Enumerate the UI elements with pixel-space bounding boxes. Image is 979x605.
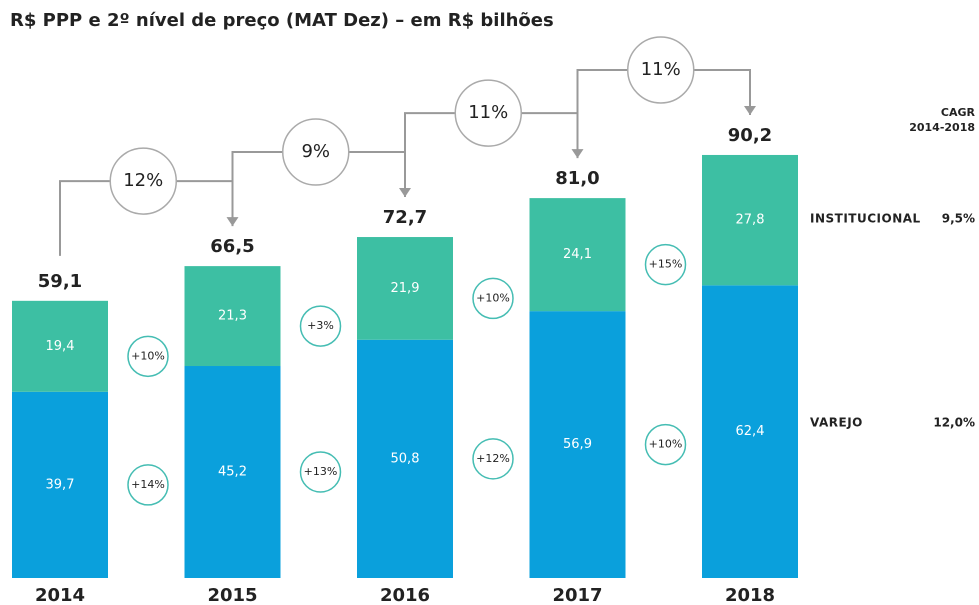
growth-badge <box>644 243 687 286</box>
bar-segment <box>12 391 108 578</box>
value-label: 24,1 <box>563 247 592 262</box>
x-tick-label: 2016 <box>380 585 430 605</box>
growth-label: +10% <box>131 349 165 362</box>
value-label: 39,7 <box>46 477 75 492</box>
bar-segment <box>12 300 108 392</box>
bar-segment <box>529 311 626 578</box>
legend-label: INSTITUCIONAL <box>810 212 921 226</box>
chart-title: R$ PPP e 2º nível de preço (MAT Dez) – e… <box>10 10 554 31</box>
value-label: 56,9 <box>563 437 592 452</box>
x-tick-label: 2017 <box>552 585 602 605</box>
growth-badge <box>299 451 342 493</box>
arrow-head <box>571 149 584 159</box>
x-tick-label: 2018 <box>725 585 775 605</box>
value-label: 19,4 <box>46 339 75 354</box>
growth-badge <box>282 118 350 186</box>
bar-segment <box>184 266 281 367</box>
cagr-title: 2014-2018 <box>909 121 975 134</box>
bar-segment <box>184 366 281 578</box>
bar-segment <box>529 198 626 312</box>
growth-badge <box>454 79 522 147</box>
arrow-head <box>399 188 411 198</box>
arrow-head <box>744 105 756 115</box>
bar-segment <box>702 285 798 578</box>
value-label: 27,8 <box>736 213 765 228</box>
growth-badge <box>109 147 177 215</box>
total-growth-label: 9% <box>301 141 330 162</box>
total-growth-label: 11% <box>641 59 681 80</box>
growth-label: +13% <box>304 465 338 478</box>
value-label: 62,4 <box>736 424 765 439</box>
x-tick-label: 2014 <box>35 585 85 605</box>
growth-badge <box>299 305 342 347</box>
bar-segment <box>702 154 798 286</box>
cagr-value: 9,5% <box>942 212 975 226</box>
total-label: 90,2 <box>728 125 772 146</box>
value-label: 21,3 <box>218 309 247 324</box>
growth-badge <box>127 464 169 506</box>
x-tick-label: 2015 <box>207 585 257 605</box>
value-label: 45,2 <box>218 465 247 480</box>
legend-label: VAREJO <box>810 416 863 430</box>
total-label: 59,1 <box>38 271 82 292</box>
arrow-head <box>226 217 239 227</box>
total-label: 66,5 <box>210 236 254 257</box>
growth-badge <box>127 335 169 378</box>
bar-segment <box>357 339 453 578</box>
growth-label: +12% <box>476 452 510 465</box>
growth-badge <box>472 438 514 480</box>
total-growth-label: 12% <box>123 170 163 191</box>
growth-badge <box>627 36 695 104</box>
growth-label: +10% <box>476 291 510 304</box>
bar-segment <box>357 237 453 340</box>
cagr-title: CAGR <box>941 106 976 119</box>
growth-label: +15% <box>649 258 683 271</box>
value-label: 50,8 <box>391 451 420 466</box>
total-label: 81,0 <box>555 168 599 189</box>
total-label: 72,7 <box>383 207 427 228</box>
growth-label: +3% <box>307 319 334 332</box>
growth-badge <box>644 423 687 466</box>
growth-badge <box>472 277 514 320</box>
growth-label: +10% <box>649 438 683 451</box>
growth-label: +14% <box>131 478 165 491</box>
cagr-value: 12,0% <box>933 416 975 430</box>
value-label: 21,9 <box>391 281 420 296</box>
total-growth-label: 11% <box>468 102 508 123</box>
